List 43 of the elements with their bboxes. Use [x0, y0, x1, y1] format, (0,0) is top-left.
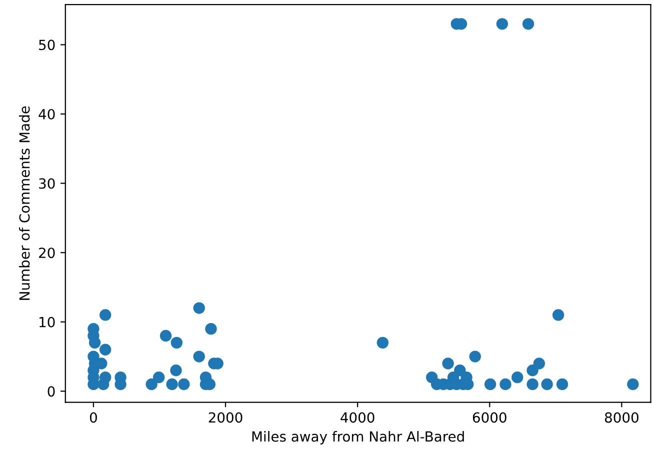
point: [496, 18, 508, 30]
y-tick-label: 40: [38, 108, 55, 120]
point: [193, 350, 205, 362]
point: [152, 371, 165, 384]
y-tick-label: 10: [40, 316, 55, 328]
point: [193, 302, 205, 314]
point: [512, 371, 524, 384]
point: [170, 364, 182, 376]
point: [484, 378, 496, 390]
x-tick-label: 0: [90, 412, 97, 423]
point: [146, 378, 158, 390]
point: [205, 322, 217, 335]
point: [533, 358, 545, 370]
point: [376, 336, 389, 349]
point: [100, 344, 112, 356]
x-tick-label: 2000: [208, 412, 242, 423]
point: [500, 378, 512, 390]
y-axis-title: Number of Comments Made: [19, 106, 30, 300]
point: [160, 330, 172, 342]
point: [627, 378, 639, 390]
point: [88, 336, 101, 349]
point: [454, 364, 466, 376]
x-axis-title: Miles away from Nahr Al-Bared: [252, 431, 464, 444]
y-tick-label: 50: [39, 40, 55, 50]
point: [541, 378, 553, 390]
y-tick-label: 30: [39, 178, 55, 189]
y-tick-label: 20: [39, 248, 55, 258]
point: [100, 309, 112, 321]
y-tick-label: 0: [48, 386, 55, 397]
x-tick-label: 8000: [604, 412, 638, 423]
point: [469, 350, 481, 362]
point: [442, 358, 454, 370]
point: [98, 378, 110, 390]
point: [170, 336, 182, 349]
point: [556, 378, 568, 390]
point: [526, 378, 538, 390]
x-tick-label: 6000: [472, 412, 506, 423]
point: [552, 309, 564, 321]
point: [522, 18, 534, 30]
point: [178, 378, 190, 390]
x-tick-label: 4000: [340, 412, 374, 423]
point: [526, 364, 538, 376]
point: [166, 378, 178, 390]
